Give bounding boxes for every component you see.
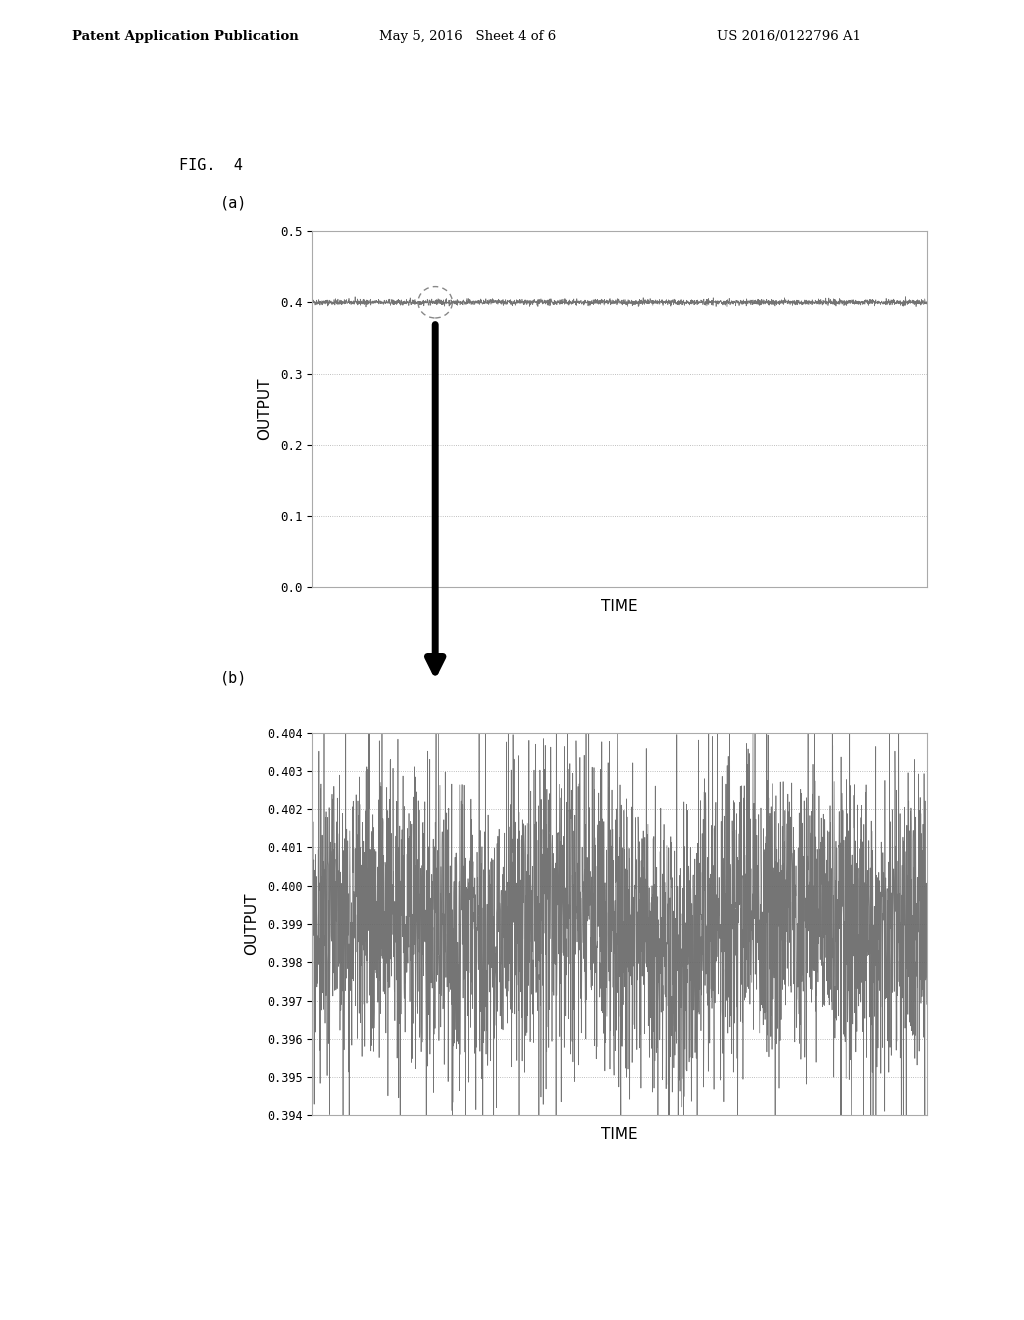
Text: FIG.  4: FIG. 4: [179, 158, 243, 173]
Y-axis label: OUTPUT: OUTPUT: [257, 378, 271, 441]
Text: US 2016/0122796 A1: US 2016/0122796 A1: [717, 30, 861, 44]
Text: Patent Application Publication: Patent Application Publication: [72, 30, 298, 44]
Text: (a): (a): [220, 195, 248, 210]
Text: (b): (b): [220, 671, 248, 685]
X-axis label: TIME: TIME: [601, 1126, 638, 1142]
Y-axis label: OUTPUT: OUTPUT: [244, 892, 259, 956]
X-axis label: TIME: TIME: [601, 598, 638, 614]
Text: May 5, 2016   Sheet 4 of 6: May 5, 2016 Sheet 4 of 6: [379, 30, 556, 44]
